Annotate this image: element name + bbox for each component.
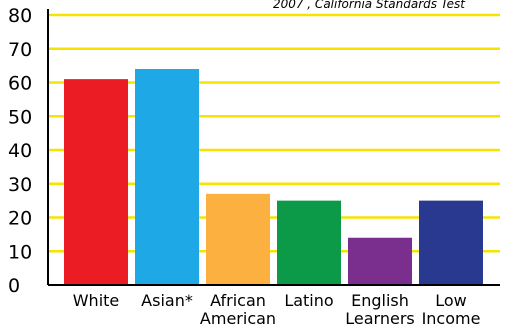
x-category-label: Latino bbox=[284, 291, 333, 310]
chart-note: 2007 , California Standards Test bbox=[273, 0, 466, 11]
y-axis-ticks: 0 10 20 30 40 50 60 70 80 bbox=[8, 5, 32, 297]
x-category-label: Asian* bbox=[141, 291, 193, 310]
y-tick-label: 20 bbox=[8, 208, 32, 230]
x-category-label: White bbox=[73, 291, 120, 310]
x-category-label: Income bbox=[422, 309, 481, 328]
bars bbox=[64, 69, 483, 285]
x-category-label: English bbox=[351, 291, 409, 310]
y-tick-label: 40 bbox=[8, 140, 32, 162]
y-tick-label: 70 bbox=[8, 39, 32, 61]
x-category-label: American bbox=[200, 309, 276, 328]
y-tick-label: 10 bbox=[8, 241, 32, 263]
y-tick-label: 60 bbox=[8, 73, 32, 95]
bar bbox=[277, 200, 341, 285]
y-tick-label: 30 bbox=[8, 174, 32, 196]
y-tick-label: 80 bbox=[8, 5, 32, 27]
bar bbox=[135, 69, 199, 285]
bar bbox=[348, 237, 412, 285]
y-tick-label: 50 bbox=[8, 106, 32, 128]
x-category-label: Learners bbox=[345, 309, 414, 328]
y-tick-label: 0 bbox=[8, 275, 20, 297]
x-category-label: Low bbox=[435, 291, 467, 310]
bar bbox=[206, 193, 270, 285]
bar bbox=[419, 200, 483, 285]
x-category-label: African bbox=[210, 291, 266, 310]
bar bbox=[64, 79, 128, 285]
